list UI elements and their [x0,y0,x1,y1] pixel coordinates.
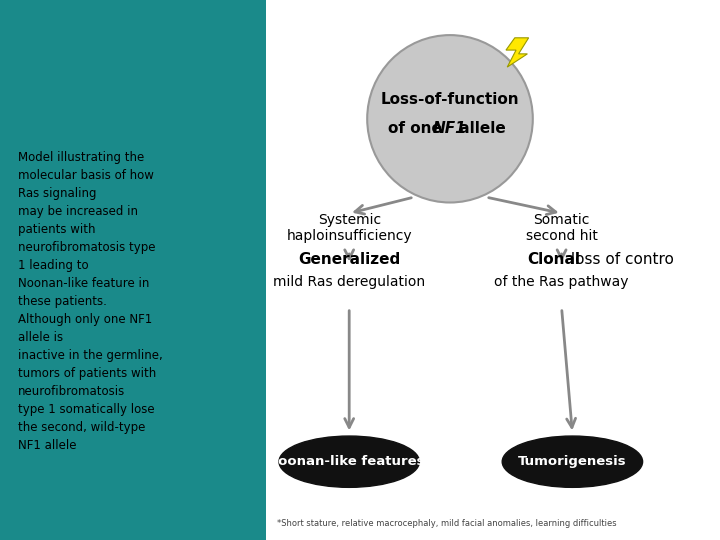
Ellipse shape [279,436,419,487]
Text: loss of contro: loss of contro [566,252,674,267]
Text: Noonan-like features*: Noonan-like features* [267,455,431,468]
Text: Clonal: Clonal [527,252,580,267]
Text: second hit: second hit [526,229,598,243]
Text: *Short stature, relative macrocephaly, mild facial anomalies, learning difficult: *Short stature, relative macrocephaly, m… [277,519,617,528]
Bar [266,0,720,540]
Text: Somatic: Somatic [534,213,590,227]
Text: NF1: NF1 [433,121,467,136]
Bar [0,0,266,540]
Text: allele: allele [451,121,505,136]
Text: Generalized: Generalized [298,252,400,267]
Text: Systemic: Systemic [318,213,381,227]
Text: Model illustrating the
molecular basis of how
Ras signaling
may be increased in
: Model illustrating the molecular basis o… [18,151,163,452]
Polygon shape [506,38,528,67]
Text: mild Ras deregulation: mild Ras deregulation [273,275,426,289]
Ellipse shape [367,35,533,202]
Text: of the Ras pathway: of the Ras pathway [495,275,629,289]
Ellipse shape [503,436,643,487]
Text: haploinsufficiency: haploinsufficiency [287,229,412,243]
Text: Loss-of-function: Loss-of-function [381,92,519,107]
Text: Tumorigenesis: Tumorigenesis [518,455,626,468]
Text: of one: of one [388,121,450,136]
